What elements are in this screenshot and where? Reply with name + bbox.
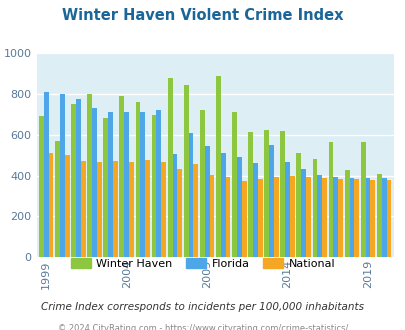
Bar	[135, 102, 140, 257]
Bar	[64, 155, 69, 257]
Bar	[44, 92, 49, 257]
Bar	[264, 130, 269, 257]
Bar	[232, 112, 237, 257]
Bar	[113, 161, 117, 257]
Bar	[365, 178, 370, 257]
Bar	[172, 154, 177, 257]
Bar	[188, 133, 193, 257]
Bar	[204, 146, 209, 257]
Bar	[370, 180, 374, 257]
Bar	[247, 132, 252, 257]
Bar	[177, 169, 182, 257]
Bar	[145, 160, 149, 257]
Bar	[193, 164, 198, 257]
Text: © 2024 CityRating.com - https://www.cityrating.com/crime-statistics/: © 2024 CityRating.com - https://www.city…	[58, 324, 347, 330]
Bar	[333, 177, 337, 257]
Bar	[344, 170, 349, 257]
Bar	[119, 96, 124, 257]
Bar	[337, 179, 342, 257]
Bar	[215, 76, 220, 257]
Bar	[55, 141, 60, 257]
Bar	[129, 162, 134, 257]
Bar	[156, 110, 161, 257]
Bar	[349, 178, 354, 257]
Text: Winter Haven Violent Crime Index: Winter Haven Violent Crime Index	[62, 8, 343, 23]
Bar	[241, 181, 246, 257]
Bar	[328, 142, 333, 257]
Bar	[81, 161, 85, 257]
Bar	[161, 162, 166, 257]
Bar	[317, 175, 322, 257]
Bar	[237, 157, 241, 257]
Bar	[49, 153, 53, 257]
Bar	[87, 94, 92, 257]
Bar	[280, 131, 284, 257]
Bar	[376, 174, 381, 257]
Bar	[60, 94, 64, 257]
Bar	[381, 178, 386, 257]
Bar	[312, 159, 317, 257]
Bar	[360, 142, 365, 257]
Bar	[269, 146, 273, 257]
Bar	[124, 112, 129, 257]
Bar	[220, 153, 225, 257]
Bar	[199, 110, 204, 257]
Bar	[273, 177, 278, 257]
Bar	[103, 118, 108, 257]
Legend: Winter Haven, Florida, National: Winter Haven, Florida, National	[66, 254, 339, 273]
Bar	[167, 79, 172, 257]
Bar	[284, 162, 289, 257]
Bar	[296, 153, 301, 257]
Bar	[322, 178, 326, 257]
Bar	[92, 108, 97, 257]
Bar	[108, 112, 113, 257]
Bar	[257, 179, 262, 257]
Bar	[354, 179, 358, 257]
Bar	[301, 169, 305, 257]
Bar	[76, 99, 81, 257]
Bar	[39, 116, 44, 257]
Bar	[305, 177, 310, 257]
Bar	[183, 84, 188, 257]
Bar	[151, 115, 156, 257]
Bar	[209, 175, 214, 257]
Text: Crime Index corresponds to incidents per 100,000 inhabitants: Crime Index corresponds to incidents per…	[41, 302, 364, 312]
Bar	[97, 162, 102, 257]
Bar	[225, 177, 230, 257]
Bar	[252, 163, 257, 257]
Bar	[140, 112, 145, 257]
Bar	[386, 180, 390, 257]
Bar	[71, 104, 76, 257]
Bar	[289, 176, 294, 257]
